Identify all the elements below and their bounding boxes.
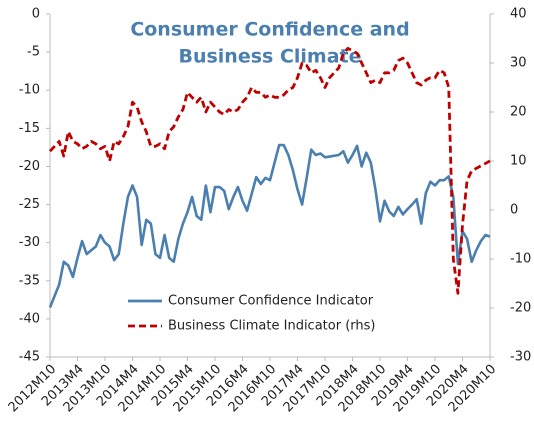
y-tick-label: -5 xyxy=(27,45,40,60)
chart-title: Business Climate xyxy=(178,46,361,68)
y-tick-label: -25 xyxy=(19,197,40,212)
y2-tick-label: 10 xyxy=(510,154,527,169)
y-tick-label: -40 xyxy=(19,311,40,326)
y2-tick-label: 20 xyxy=(510,105,527,120)
y-tick-label: 0 xyxy=(32,7,40,22)
legend-label: Consumer Confidence Indicator xyxy=(168,294,374,309)
y2-tick-label: -20 xyxy=(510,301,531,316)
y-tick-label: -15 xyxy=(19,121,40,136)
series-line xyxy=(48,46,491,295)
y2-tick-label: 40 xyxy=(510,7,527,22)
y-tick-label: -10 xyxy=(19,83,40,98)
y-tick-label: -20 xyxy=(19,159,40,174)
chart-title: Consumer Confidence and xyxy=(130,19,409,41)
y-tick-label: -45 xyxy=(19,350,40,365)
y-tick-label: -30 xyxy=(19,235,40,250)
y2-tick-label: 30 xyxy=(510,56,527,71)
legend-label: Business Climate Indicator (rhs) xyxy=(168,319,375,334)
y2-tick-label: 0 xyxy=(510,203,518,218)
series-line xyxy=(48,143,491,308)
y2-tick-label: -10 xyxy=(510,252,531,267)
y-tick-label: -35 xyxy=(19,273,40,288)
y2-tick-label: -30 xyxy=(510,350,531,365)
